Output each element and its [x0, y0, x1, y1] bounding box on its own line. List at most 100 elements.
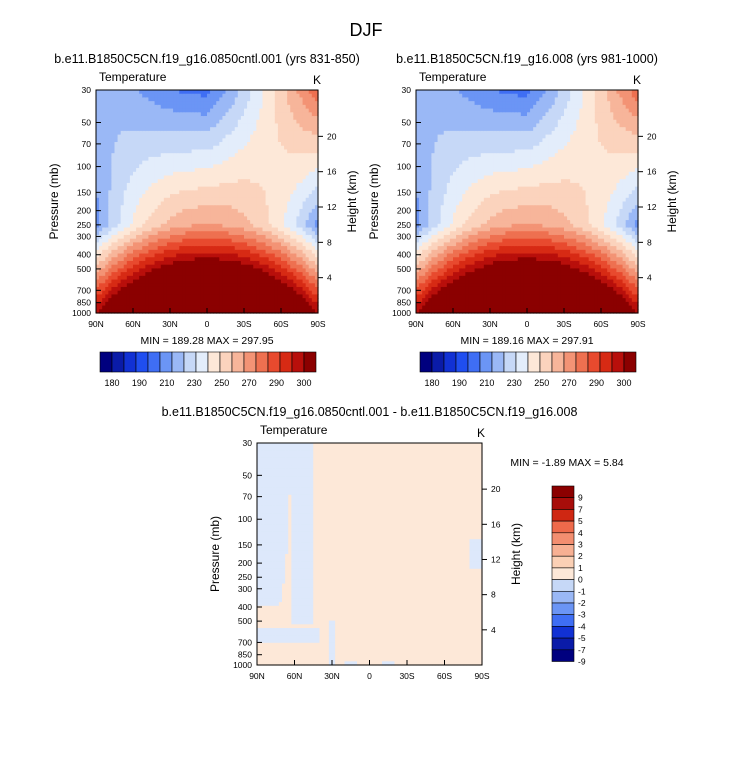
field-cell	[154, 127, 159, 132]
field-cell	[126, 275, 131, 281]
field-cell	[133, 290, 137, 296]
field-cell	[142, 108, 146, 113]
field-cell	[163, 171, 168, 177]
field-cell	[293, 168, 298, 173]
field-cell	[111, 130, 116, 136]
field-cell	[422, 186, 426, 191]
field-cell	[416, 216, 420, 221]
field-cell	[434, 253, 439, 258]
field-cell	[173, 257, 177, 262]
field-cell	[160, 309, 165, 314]
field-cell	[250, 179, 254, 184]
field-cell	[281, 123, 285, 128]
field-cell	[234, 90, 239, 95]
field-cell	[114, 186, 119, 191]
field-cell	[237, 205, 242, 210]
field-cell	[185, 242, 190, 247]
field-cell	[203, 93, 208, 99]
field-cell	[234, 179, 239, 184]
field-cell	[419, 153, 423, 158]
field-cell	[308, 186, 313, 191]
field-cell	[182, 182, 187, 188]
field-cell	[262, 294, 267, 299]
panel_a-units-label: K	[313, 73, 321, 87]
field-cell	[176, 190, 180, 195]
field-cell	[302, 257, 307, 262]
field-cell	[188, 104, 193, 110]
field-cell	[256, 112, 261, 117]
field-cell	[274, 182, 279, 188]
field-cell	[293, 305, 298, 310]
field-cell	[237, 253, 242, 258]
field-cell	[216, 301, 220, 307]
field-cell	[425, 298, 429, 303]
field-cell	[244, 93, 248, 99]
field-cell	[133, 205, 137, 210]
field-cell	[302, 179, 307, 184]
field-cell	[142, 130, 146, 136]
field-cell	[207, 93, 211, 99]
field-cell	[256, 301, 261, 307]
field-cell	[225, 153, 230, 158]
field-cell	[290, 112, 294, 117]
field-cell	[256, 97, 261, 102]
field-cell	[170, 101, 174, 106]
field-cell	[111, 171, 116, 177]
field-cell	[253, 275, 257, 281]
field-cell	[154, 90, 159, 95]
field-cell	[111, 216, 116, 221]
field-cell	[142, 212, 146, 217]
field-cell	[160, 112, 165, 117]
field-cell	[416, 149, 420, 154]
field-cell	[203, 168, 208, 173]
field-cell	[305, 260, 310, 266]
field-cell	[176, 101, 180, 106]
field-cell	[96, 220, 100, 225]
field-cell	[244, 130, 248, 136]
field-cell	[185, 194, 190, 199]
field-cell	[108, 97, 113, 102]
field-cell	[151, 197, 156, 203]
field-cell	[244, 275, 248, 281]
field-cell	[126, 238, 131, 243]
field-cell	[431, 156, 436, 162]
field-cell	[265, 164, 270, 169]
field-cell	[240, 108, 245, 113]
field-cell	[302, 301, 307, 307]
field-cell	[237, 197, 242, 203]
field-cell	[311, 309, 316, 314]
field-cell	[213, 134, 217, 139]
field-cell	[133, 153, 137, 158]
field-cell	[274, 205, 279, 210]
field-cell	[105, 272, 109, 277]
field-cell	[314, 190, 319, 195]
field-cell	[207, 249, 211, 255]
field-cell	[268, 227, 273, 232]
field-cell	[250, 108, 254, 113]
field-cell	[256, 168, 261, 173]
field-cell	[136, 168, 140, 173]
field-cell	[274, 305, 279, 310]
field-cell	[105, 305, 109, 310]
field-cell	[428, 153, 433, 158]
field-cell	[311, 275, 316, 281]
field-cell	[250, 275, 254, 281]
colorbar-box	[279, 351, 293, 373]
field-cell	[176, 130, 180, 136]
field-cell	[170, 119, 174, 125]
field-cell	[166, 119, 171, 125]
field-cell	[290, 182, 294, 188]
field-cell	[244, 216, 248, 221]
field-cell	[431, 208, 436, 214]
field-cell	[240, 216, 245, 221]
field-cell	[120, 223, 125, 229]
field-cell	[151, 190, 156, 195]
field-cell	[281, 127, 285, 132]
field-cell	[234, 108, 239, 113]
field-cell	[114, 294, 119, 299]
field-cell	[274, 190, 279, 195]
field-cell	[102, 242, 106, 247]
field-cell	[117, 90, 122, 95]
field-cell	[271, 194, 276, 199]
field-cell	[271, 164, 276, 169]
